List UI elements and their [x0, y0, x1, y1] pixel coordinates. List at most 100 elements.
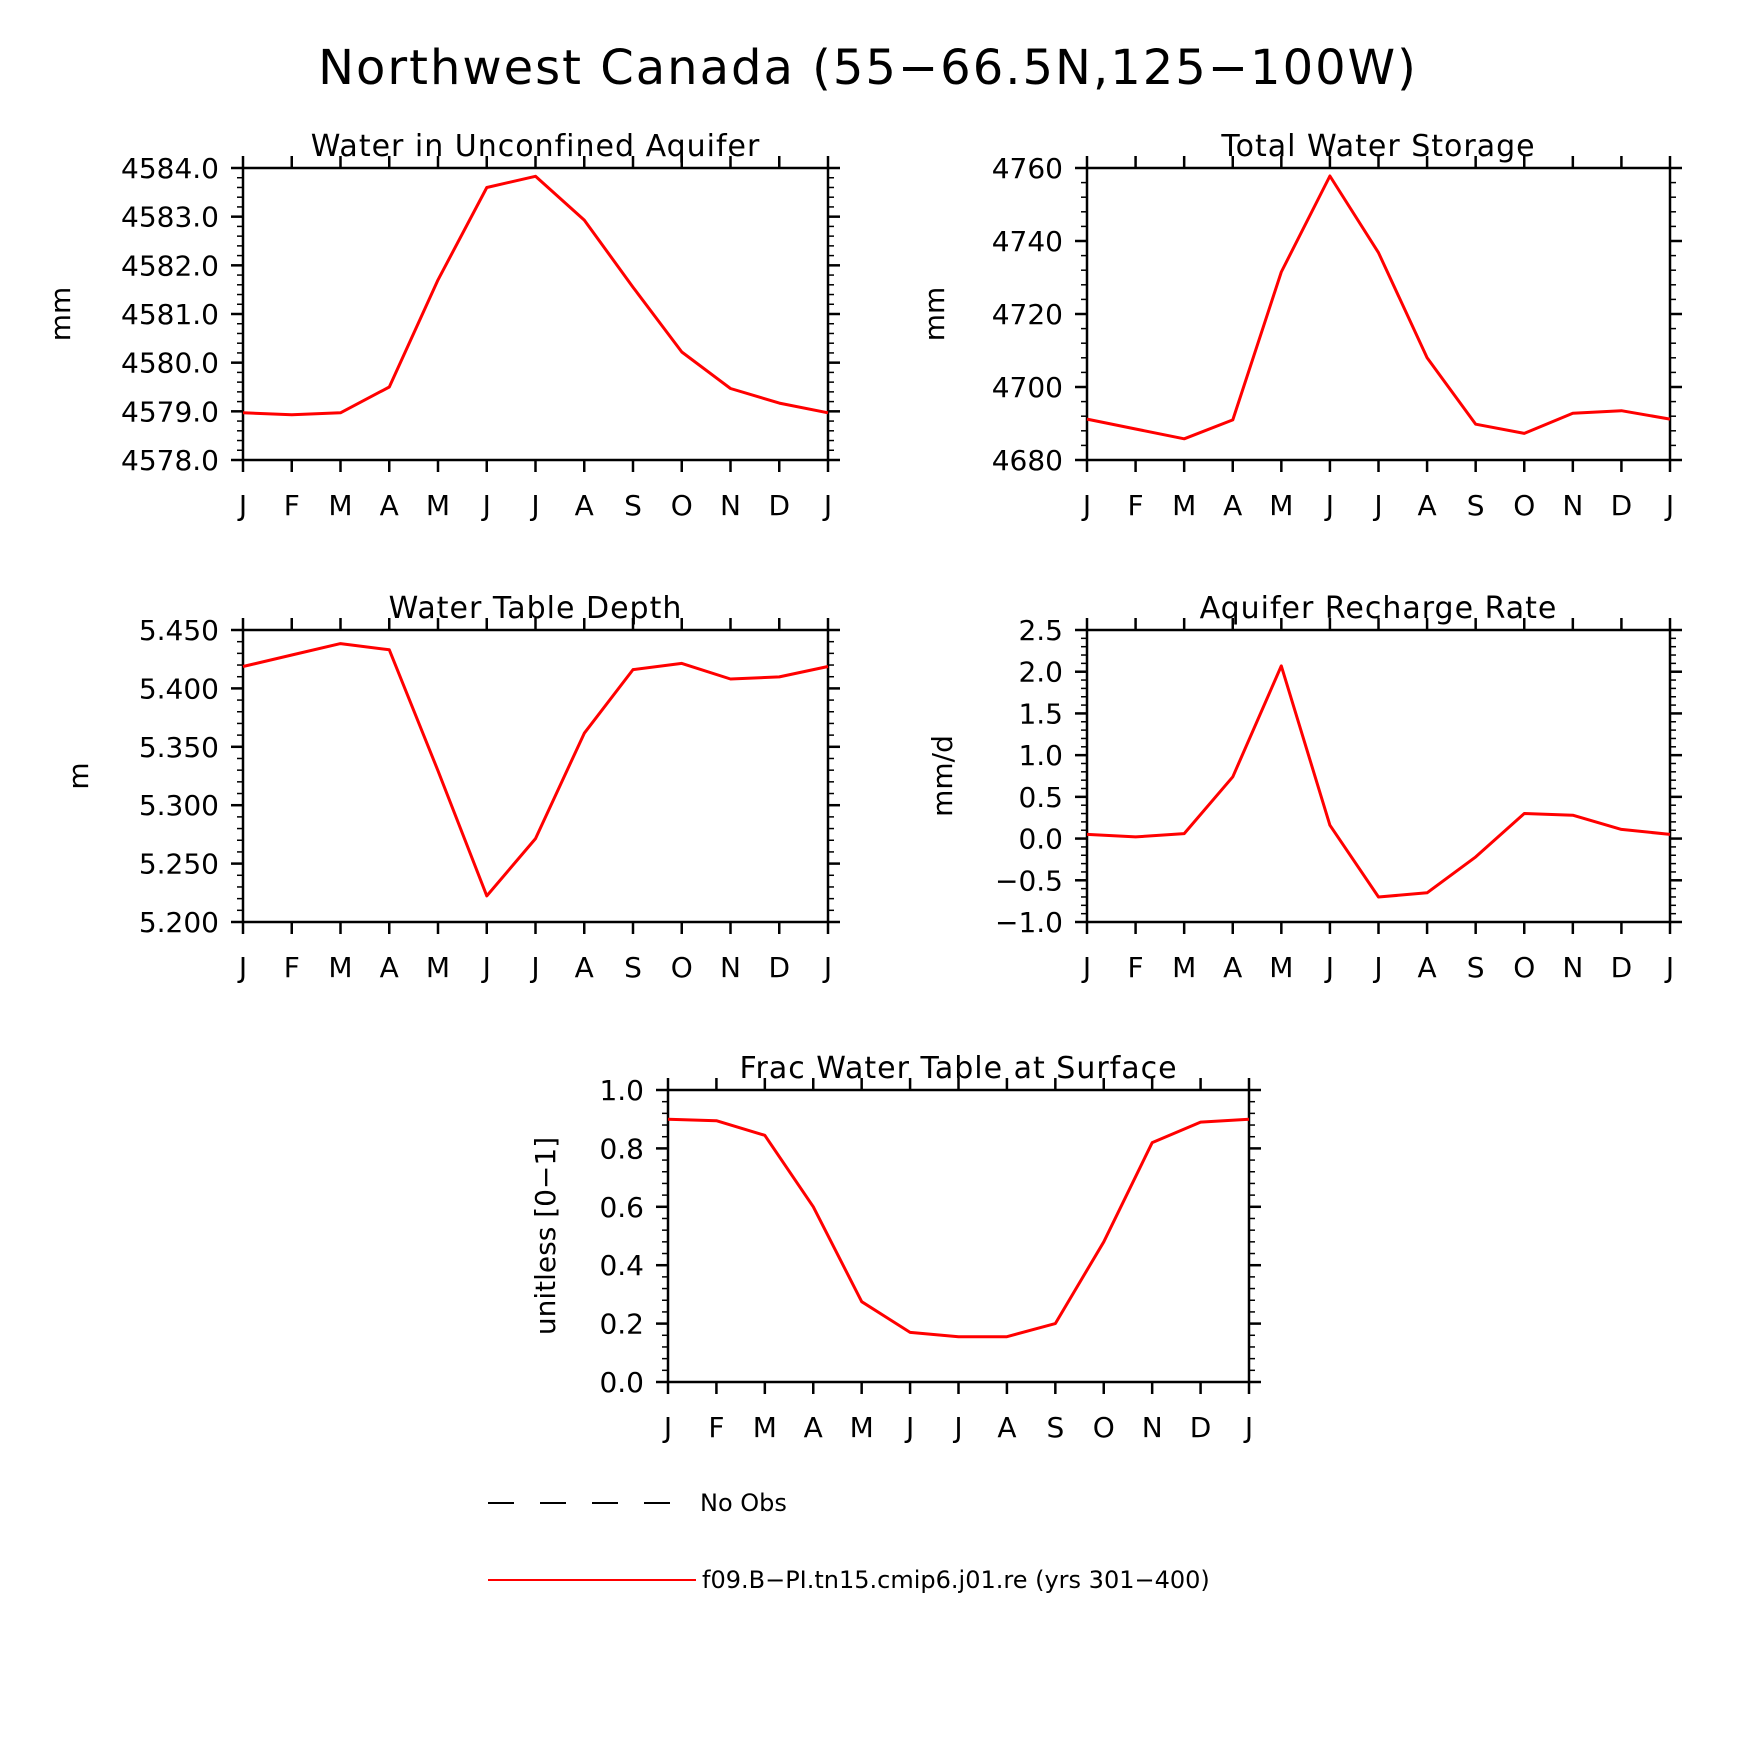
x-tick-label: J [481, 951, 491, 984]
y-tick-label: 0.5 [1018, 781, 1063, 814]
y-tick-label: 1.0 [599, 1074, 644, 1107]
x-tick-label: S [624, 951, 642, 984]
x-tick-label: J [1324, 951, 1334, 984]
y-tick-label: 4740 [992, 225, 1063, 258]
y-axis-label: m [62, 762, 95, 789]
series-line [1086, 174, 1671, 441]
y-axis-label: unitless [0−1] [529, 1137, 562, 1335]
y-tick-label: 4581.0 [121, 298, 219, 331]
y-tick-label: 4580.0 [121, 347, 219, 380]
legend-model-label: f09.B−PI.tn15.cmip6.j01.re (yrs 301−400) [702, 1566, 1210, 1594]
x-tick-label: N [720, 489, 741, 522]
x-tick-label: J [237, 951, 247, 984]
x-tick-label: A [1223, 489, 1242, 522]
series-line [242, 642, 829, 898]
x-tick-label: A [1418, 951, 1437, 984]
y-tick-label: 1.5 [1018, 697, 1063, 730]
x-tick-label: F [284, 489, 300, 522]
x-tick-label: D [1611, 489, 1633, 522]
y-tick-label: 2.5 [1018, 614, 1063, 647]
plot-frame [1085, 166, 1672, 462]
y-tick-label: 2.0 [1018, 656, 1063, 689]
y-axis-label: mm/d [926, 735, 959, 817]
plot-frame [241, 628, 830, 924]
y-tick-label: 0.4 [599, 1249, 644, 1282]
plot-frame [241, 166, 830, 462]
x-tick-label: D [1190, 1411, 1212, 1444]
x-tick-label: J [1664, 951, 1674, 984]
x-tick-label: D [768, 951, 790, 984]
x-tick-label: J [1243, 1411, 1253, 1444]
y-tick-label: 0.6 [599, 1191, 644, 1224]
y-tick-label: 4700 [992, 371, 1063, 404]
y-tick-label: 4578.0 [121, 444, 219, 477]
x-tick-label: S [1467, 489, 1485, 522]
y-tick-label: 5.350 [139, 731, 219, 764]
y-tick-label: 0.0 [1018, 823, 1063, 856]
x-tick-label: F [1128, 489, 1144, 522]
x-tick-label: N [1562, 489, 1583, 522]
x-tick-label: J [822, 489, 832, 522]
x-tick-label: O [1513, 489, 1535, 522]
x-tick-label: O [671, 951, 693, 984]
series-line [242, 174, 829, 417]
x-tick-label: O [1093, 1411, 1115, 1444]
x-tick-label: M [1269, 951, 1293, 984]
x-tick-label: J [952, 1411, 962, 1444]
y-tick-label: 5.200 [139, 906, 219, 939]
x-tick-label: D [1611, 951, 1633, 984]
y-tick-label: 5.400 [139, 672, 219, 705]
y-tick-label: 4584.0 [121, 152, 219, 185]
y-tick-label: 4720 [992, 298, 1063, 331]
x-tick-label: A [575, 951, 594, 984]
x-tick-label: J [1372, 951, 1382, 984]
x-tick-label: A [575, 489, 594, 522]
x-tick-label: A [804, 1411, 823, 1444]
x-tick-label: M [753, 1411, 777, 1444]
y-tick-label: 1.0 [1018, 739, 1063, 772]
legend: No Obs f09.B−PI.tn15.cmip6.j01.re (yrs 3… [488, 1489, 1210, 1594]
plot-frame [1085, 628, 1672, 924]
x-tick-label: S [624, 489, 642, 522]
x-tick-label: M [426, 951, 450, 984]
y-tick-label: 5.250 [139, 848, 219, 881]
series-line [1086, 664, 1671, 899]
legend-no-obs-label: No Obs [700, 1489, 787, 1517]
x-tick-label: J [529, 489, 539, 522]
x-tick-label: F [284, 951, 300, 984]
x-tick-label: M [1172, 951, 1196, 984]
x-tick-label: F [708, 1411, 724, 1444]
x-tick-label: A [997, 1411, 1016, 1444]
x-tick-label: J [481, 489, 491, 522]
x-tick-label: S [1046, 1411, 1064, 1444]
y-tick-label: 4579.0 [121, 395, 219, 428]
y-tick-label: 4583.0 [121, 201, 219, 234]
y-tick-label: 4680 [992, 444, 1063, 477]
y-axis-label: mm [44, 287, 77, 342]
x-tick-label: M [328, 951, 352, 984]
y-tick-label: 4582.0 [121, 249, 219, 282]
x-tick-label: F [1128, 951, 1144, 984]
x-tick-label: D [768, 489, 790, 522]
x-tick-label: J [1324, 489, 1334, 522]
x-tick-label: J [1081, 951, 1091, 984]
y-tick-label: 4760 [992, 152, 1063, 185]
y-tick-label: 0.0 [599, 1366, 644, 1399]
x-tick-label: J [822, 951, 832, 984]
figure-title: Northwest Canada (55−66.5N,125−100W) [318, 40, 1418, 96]
y-tick-label: 5.300 [139, 789, 219, 822]
x-tick-label: M [328, 489, 352, 522]
x-tick-label: N [1142, 1411, 1163, 1444]
x-tick-label: J [237, 489, 247, 522]
x-tick-label: J [662, 1411, 672, 1444]
series-line [667, 1117, 1250, 1339]
x-tick-label: J [1664, 489, 1674, 522]
x-tick-label: A [380, 489, 399, 522]
y-tick-label: −1.0 [995, 906, 1063, 939]
